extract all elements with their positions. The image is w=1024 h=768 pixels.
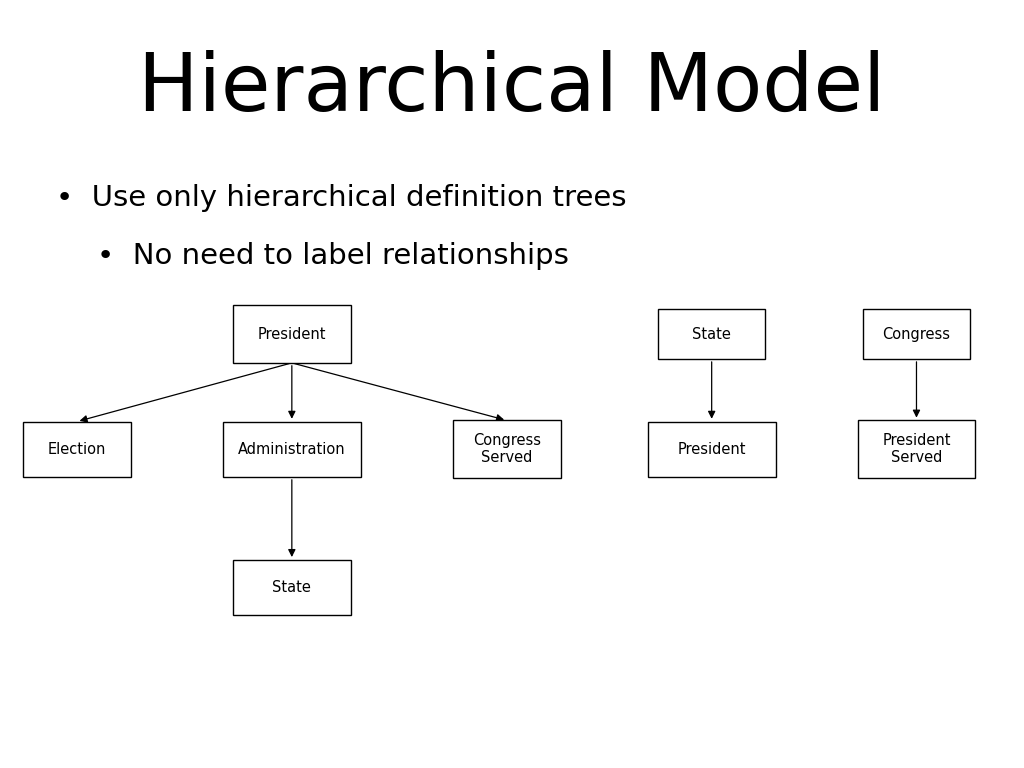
- FancyBboxPatch shape: [222, 422, 360, 477]
- Text: Congress: Congress: [883, 326, 950, 342]
- Text: President: President: [678, 442, 745, 457]
- FancyBboxPatch shape: [453, 421, 561, 478]
- Text: Administration: Administration: [238, 442, 346, 457]
- Text: President: President: [258, 326, 326, 342]
- Text: Congress
Served: Congress Served: [473, 433, 541, 465]
- Text: Hierarchical Model: Hierarchical Model: [138, 50, 886, 128]
- FancyBboxPatch shape: [858, 421, 975, 478]
- Text: President
Served: President Served: [883, 433, 950, 465]
- Text: Election: Election: [47, 442, 106, 457]
- Text: State: State: [692, 326, 731, 342]
- FancyBboxPatch shape: [647, 422, 776, 477]
- FancyBboxPatch shape: [23, 422, 131, 477]
- FancyBboxPatch shape: [657, 310, 765, 359]
- Text: State: State: [272, 580, 311, 595]
- FancyBboxPatch shape: [232, 560, 350, 615]
- FancyBboxPatch shape: [232, 306, 350, 363]
- FancyBboxPatch shape: [862, 310, 971, 359]
- Text: •  No need to label relationships: • No need to label relationships: [97, 242, 569, 270]
- Text: •  Use only hierarchical definition trees: • Use only hierarchical definition trees: [56, 184, 627, 212]
